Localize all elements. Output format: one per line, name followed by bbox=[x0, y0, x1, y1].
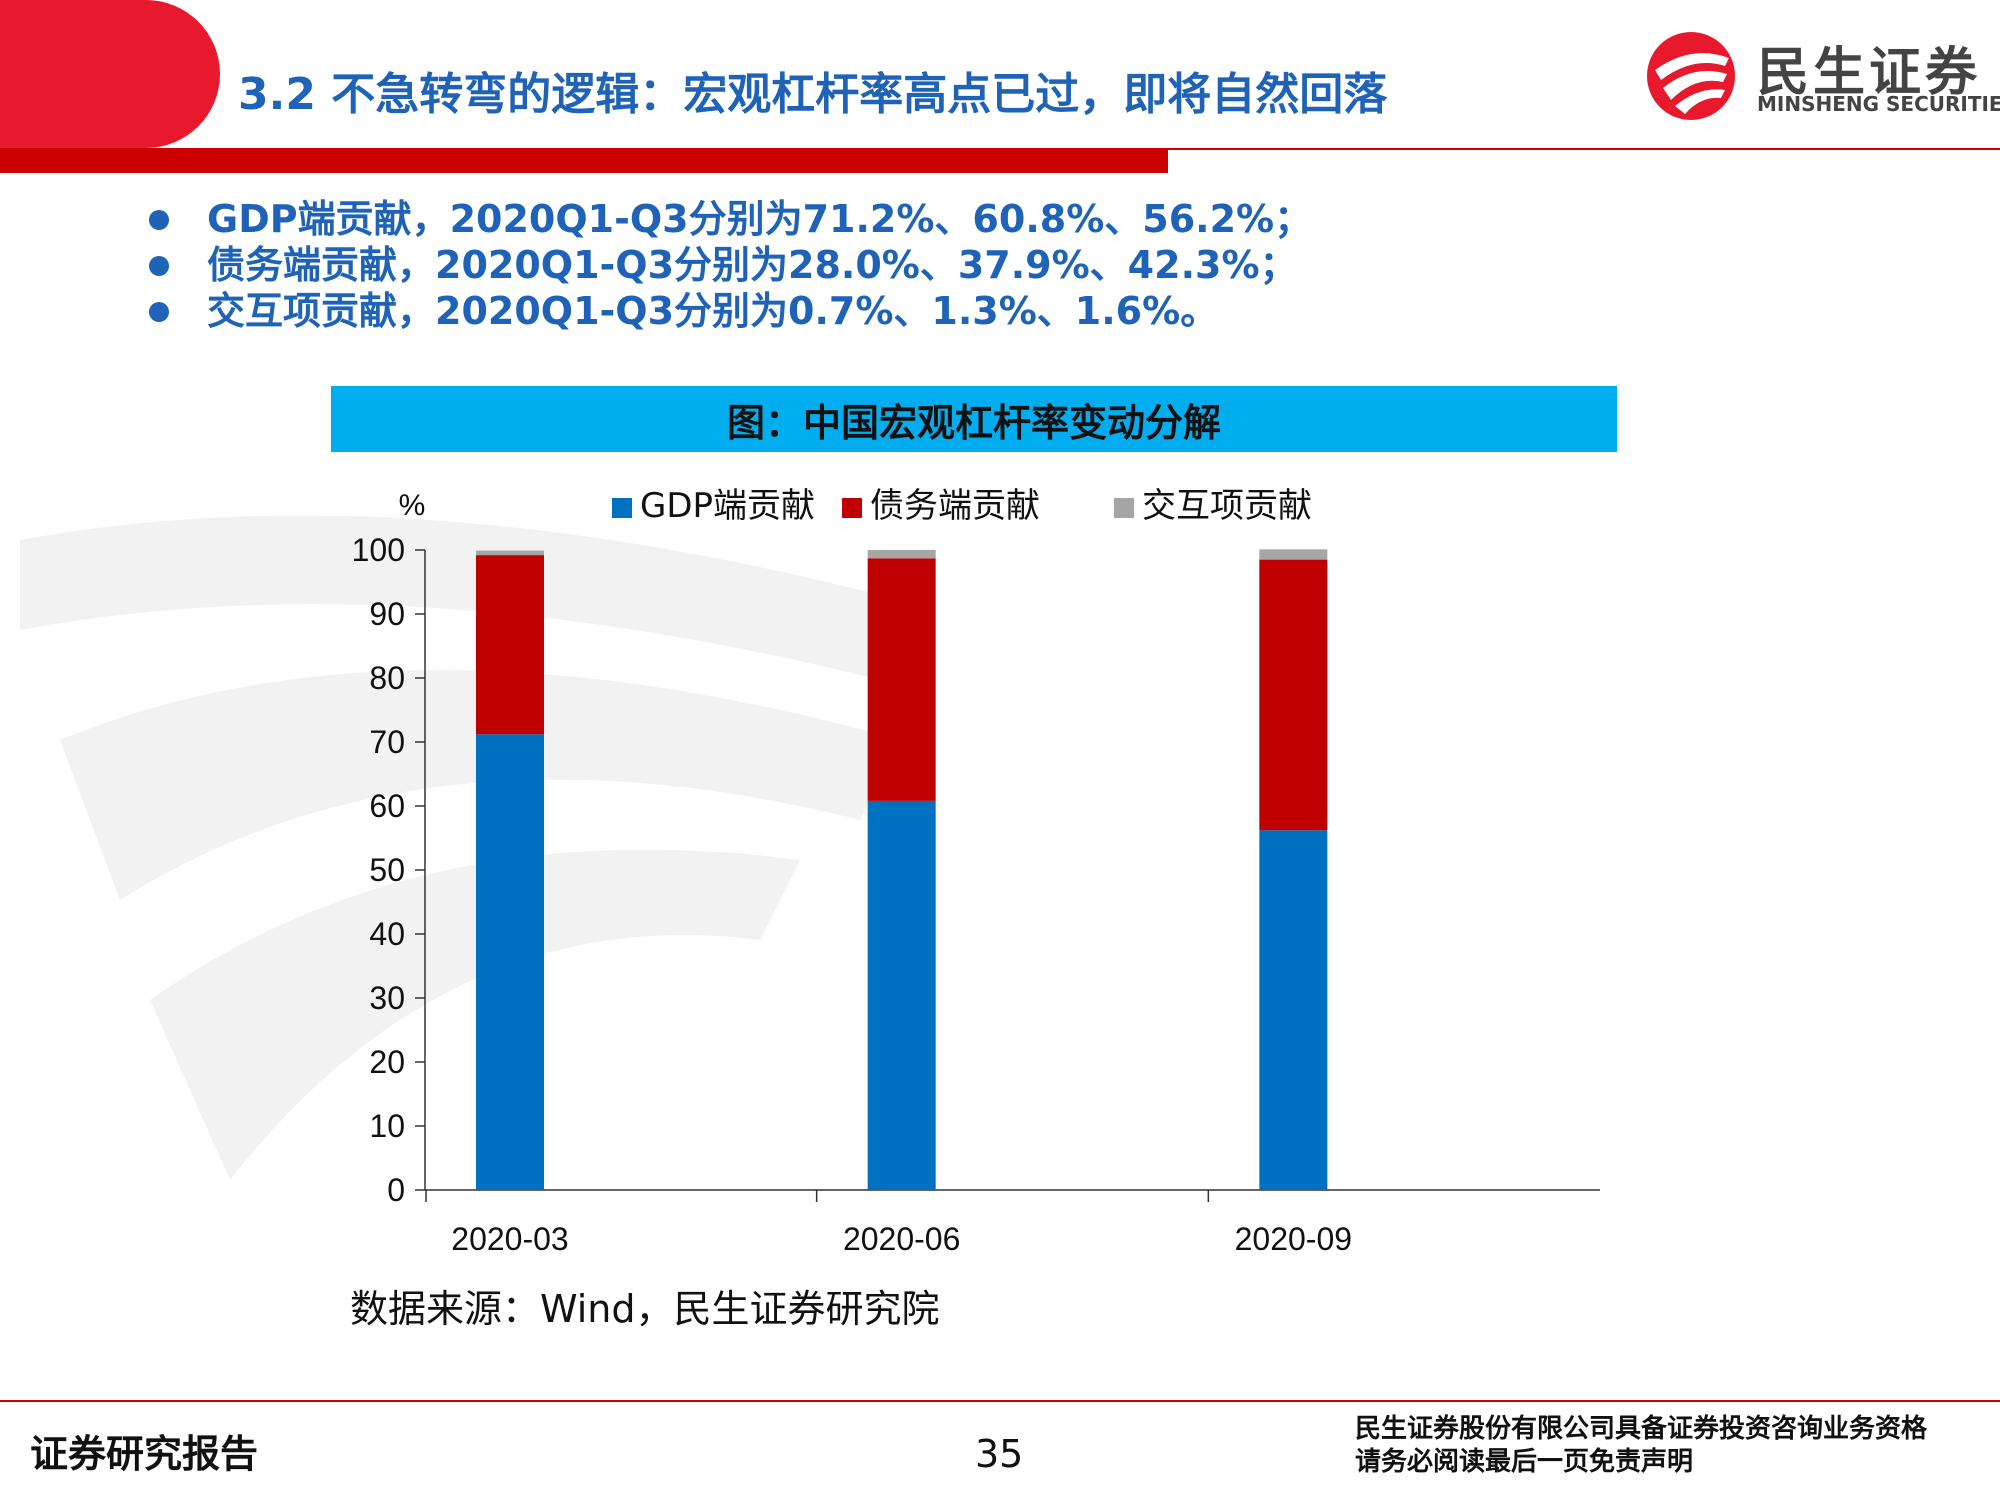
x-tick-label: 2020-03 bbox=[451, 1221, 568, 1257]
data-source: 数据来源：Wind，民生证券研究院 bbox=[350, 1287, 940, 1331]
y-tick-label: 70 bbox=[369, 724, 405, 760]
bar-segment bbox=[1259, 830, 1328, 1190]
y-tick-label: 50 bbox=[369, 852, 405, 888]
bullet-text: 交互项贡献，2020Q1-Q3分别为0.7%、1.3%、1.6%。 bbox=[207, 289, 1219, 333]
logo-text-en: MINSHENG SECURITIES bbox=[1757, 92, 2000, 116]
header-divider-thin bbox=[1168, 148, 2000, 150]
bar-segment bbox=[1259, 549, 1328, 560]
legend-swatch bbox=[842, 498, 862, 518]
bar-segment bbox=[476, 550, 544, 556]
y-tick-label: 80 bbox=[369, 660, 405, 696]
bar-segment bbox=[867, 558, 936, 801]
chart-title-bar: 图：中国宏观杠杆率变动分解 bbox=[331, 386, 1617, 452]
y-tick-label: 40 bbox=[369, 916, 405, 952]
bullet-list: GDP端贡献，2020Q1-Q3分别为71.2%、60.8%、56.2%； 债务… bbox=[145, 196, 1312, 334]
y-tick-label: 100 bbox=[352, 532, 405, 568]
bullet-text: 债务端贡献，2020Q1-Q3分别为28.0%、37.9%、42.3%； bbox=[207, 243, 1298, 287]
page-title: 3.2 不急转弯的逻辑：宏观杠杆率高点已过，即将自然回落 bbox=[238, 69, 1388, 120]
legend-swatch bbox=[1114, 498, 1134, 518]
logo-text-cn: 民生证券 bbox=[1757, 43, 1982, 103]
bar-segment bbox=[867, 800, 936, 1190]
header-accent-block bbox=[0, 0, 220, 148]
y-tick-label: 10 bbox=[369, 1108, 405, 1144]
bar-segment bbox=[476, 555, 544, 735]
page-number: 35 bbox=[975, 1432, 1024, 1476]
footer-disclaimer-line2: 请务必阅读最后一页免责声明 bbox=[1355, 1447, 1694, 1477]
bullet-item: 交互项贡献，2020Q1-Q3分别为0.7%、1.3%、1.6%。 bbox=[145, 288, 1312, 334]
footer-report-type: 证券研究报告 bbox=[30, 1432, 259, 1476]
footer-disclaimer-line1: 民生证券股份有限公司具备证券投资咨询业务资格 bbox=[1355, 1414, 1928, 1444]
stacked-bar-chart: 0 10 20 30 40 50 60 70 80 90 100% 2020-03 2020-06 202… bbox=[352, 486, 1600, 1257]
legend-label: 交互项贡献 bbox=[1142, 486, 1312, 526]
y-tick-label: 30 bbox=[369, 980, 405, 1016]
bar-segment bbox=[476, 734, 544, 1190]
company-logo: 民生证券 MINSHENG SECURITIES bbox=[1645, 30, 2000, 120]
background-watermark bbox=[20, 515, 900, 1180]
header-divider-thick bbox=[0, 148, 1168, 173]
footer-disclaimer: 民生证券股份有限公司具备证券投资咨询业务资格 请务必阅读最后一页免责声明 bbox=[1355, 1413, 1927, 1479]
y-tick-label: 60 bbox=[369, 788, 405, 824]
bullet-text: GDP端贡献，2020Q1-Q3分别为71.2%、60.8%、56.2%； bbox=[207, 197, 1313, 241]
bar-segment bbox=[1259, 559, 1328, 831]
y-tick-label: 20 bbox=[369, 1044, 405, 1080]
bullet-item: GDP端贡献，2020Q1-Q3分别为71.2%、60.8%、56.2%； bbox=[145, 196, 1312, 242]
chart-title: 图：中国宏观杠杆率变动分解 bbox=[726, 400, 1221, 445]
minsheng-logo-icon bbox=[1647, 32, 1735, 120]
x-tick-label: 2020-06 bbox=[843, 1221, 960, 1257]
footer-divider bbox=[0, 1400, 2000, 1402]
bullet-dot-icon bbox=[149, 302, 169, 322]
legend-swatch bbox=[612, 498, 632, 518]
bar-segment bbox=[867, 550, 936, 559]
bullet-dot-icon bbox=[149, 210, 169, 230]
y-tick-label: 90 bbox=[369, 596, 405, 632]
legend-label: 债务端贡献 bbox=[870, 486, 1040, 526]
y-tick-label: 0 bbox=[387, 1172, 405, 1208]
y-axis-unit: % bbox=[399, 489, 426, 522]
x-tick-label: 2020-09 bbox=[1235, 1221, 1352, 1257]
bullet-dot-icon bbox=[149, 256, 169, 276]
legend-label: GDP端贡献 bbox=[640, 486, 815, 526]
bullet-item: 债务端贡献，2020Q1-Q3分别为28.0%、37.9%、42.3%； bbox=[145, 242, 1312, 288]
